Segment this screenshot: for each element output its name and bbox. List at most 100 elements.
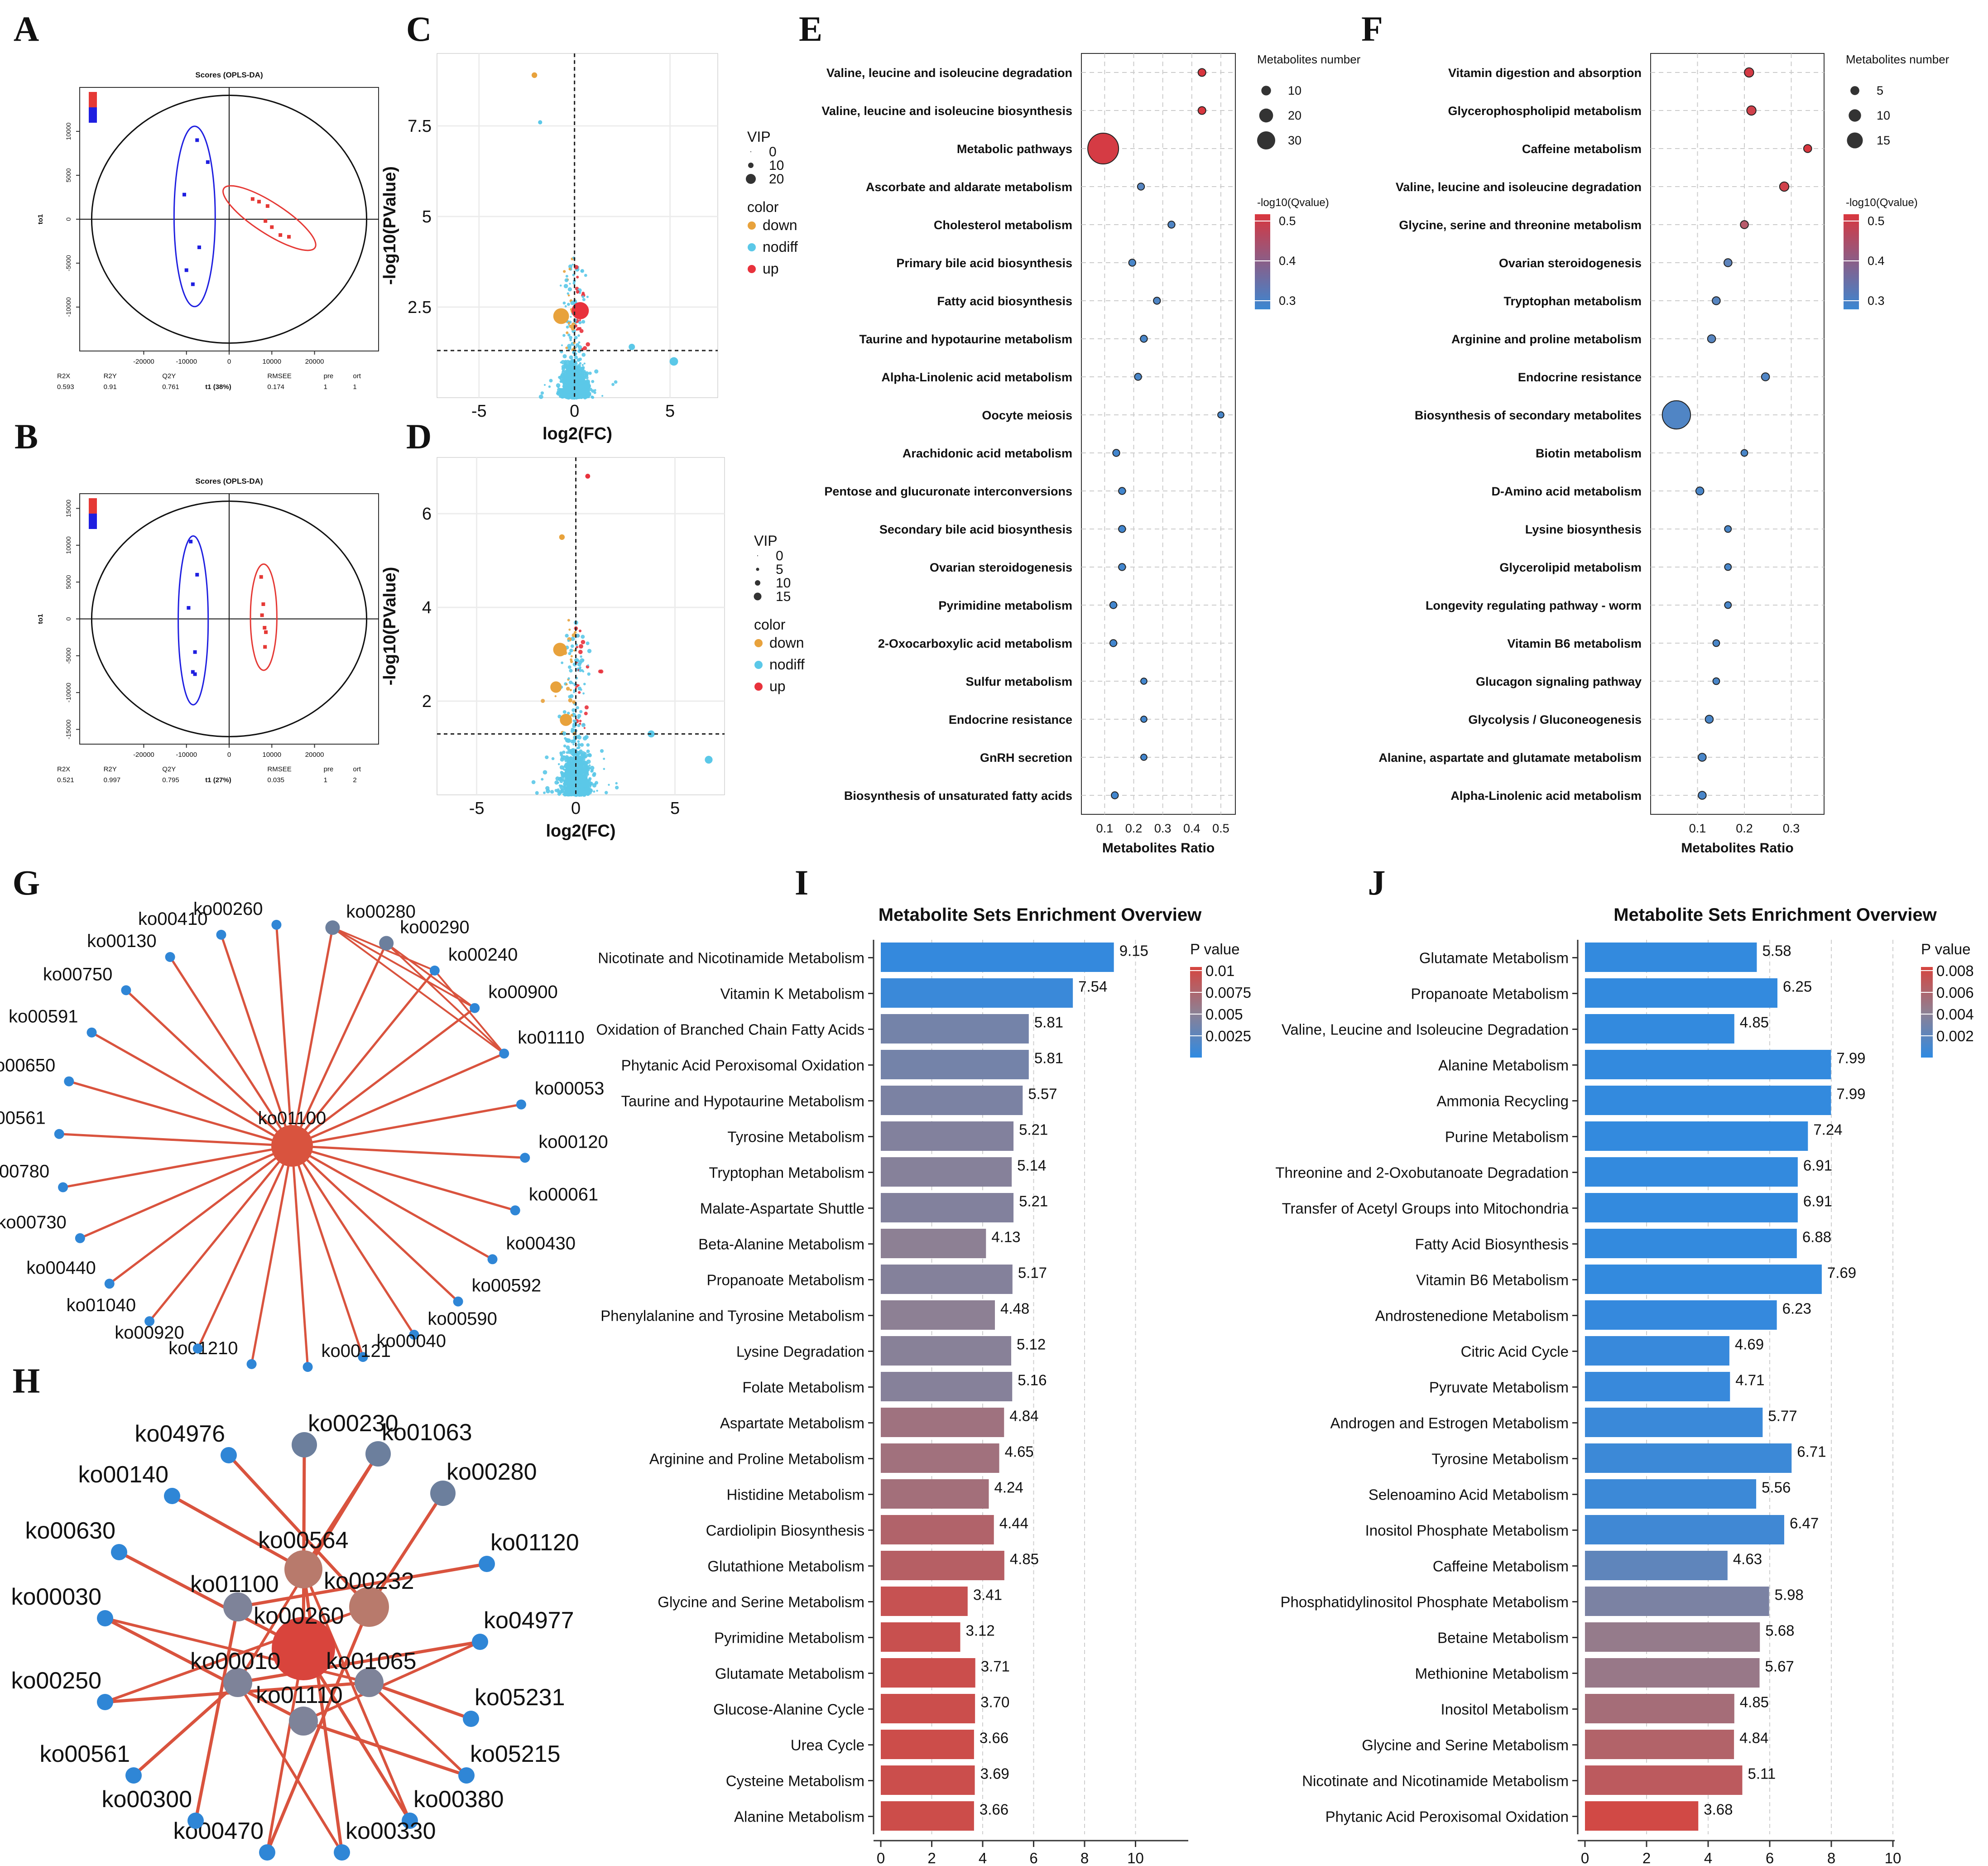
pathway-bubble: [1761, 372, 1770, 381]
volcano-point: [585, 382, 587, 385]
size-legend-symbol: [1261, 86, 1271, 96]
network-edge: [105, 1617, 370, 1684]
network-hub-label: ko00564: [258, 1527, 349, 1553]
volcano-point: [556, 392, 559, 395]
network-edge: [291, 1145, 459, 1303]
enrichment-bar: [881, 1515, 994, 1544]
volcano-highlight-point: [553, 643, 567, 657]
volcano-point: [598, 669, 602, 673]
x-tick-label: 4: [979, 1850, 987, 1866]
bubble-panel-E: Valine, leucine and isoleucine degradati…: [821, 53, 1360, 856]
color-legend-label: 0.5: [1279, 214, 1296, 228]
volcano-point: [560, 388, 564, 392]
volcano-point: [563, 773, 566, 775]
volcano-point: [571, 264, 574, 266]
volcano-point: [583, 362, 586, 365]
category-label: Tryptophan Metabolism: [709, 1164, 864, 1181]
network-node-label: ko00280: [346, 902, 415, 922]
volcano-point: [584, 705, 589, 710]
network-edge: [291, 1145, 364, 1357]
enrichment-bar: [881, 1730, 974, 1759]
pathway-term-label: Primary bile acid biosynthesis: [896, 256, 1072, 270]
volcano-point: [588, 778, 591, 780]
pathway-term-label: Ovarian steroidogenesis: [1499, 256, 1642, 270]
volcano-point: [587, 664, 589, 666]
pathway-bubble: [1197, 68, 1206, 77]
volcano-point: [582, 346, 587, 351]
y-tick-label: -5000: [65, 648, 72, 664]
pathway-bubble: [1134, 373, 1142, 381]
enrichment-bar: [881, 1193, 1014, 1222]
stats-value: 1: [324, 383, 327, 391]
size-legend-label: 0: [776, 548, 783, 563]
volcano-point: [580, 655, 582, 658]
volcano-point: [567, 333, 571, 337]
category-label: Folate Metabolism: [742, 1379, 864, 1396]
category-label: Glutathione Metabolism: [707, 1558, 864, 1575]
network-node: [325, 920, 340, 935]
volcano-highlight-point: [531, 72, 538, 78]
x-tick-label: 0: [227, 751, 231, 759]
network-node: [58, 1182, 68, 1193]
volcano-point: [564, 305, 567, 308]
volcano-point: [569, 339, 572, 341]
volcano-point: [577, 334, 580, 337]
category-label: Cardiolipin Biosynthesis: [706, 1522, 864, 1539]
bar-panel-I: Metabolite Sets Enrichment Overview Nicot…: [596, 905, 1251, 1866]
volcano-point: [593, 790, 595, 793]
network-edge: [291, 927, 334, 1146]
bar-value-label: 5.68: [1765, 1622, 1794, 1639]
size-legend-symbol: [1850, 86, 1859, 95]
volcano-point: [578, 644, 583, 649]
x-tick-label: -5: [471, 402, 487, 421]
bar-value-label: 4.44: [999, 1515, 1028, 1532]
x-tick-label: 10: [1127, 1850, 1144, 1866]
network-edge: [237, 1562, 487, 1609]
network-hub-label: ko00260: [254, 1603, 344, 1629]
pathway-bubble: [1779, 181, 1790, 192]
legend-swatch-blue: [89, 514, 97, 529]
network-edge: [250, 1145, 293, 1365]
pathway-term-label: Taurine and hypotaurine metabolism: [859, 332, 1072, 346]
size-legend-symbol: [1257, 131, 1276, 150]
volcano-point: [566, 687, 570, 691]
network-node-label: ko05215: [470, 1741, 561, 1767]
enrichment-bar: [1585, 1730, 1734, 1759]
volcano-point: [572, 767, 577, 771]
pathway-term-label: Longevity regulating pathway - worm: [1426, 599, 1642, 612]
volcano-point: [581, 380, 584, 383]
x-axis-label: Metabolites Ratio: [1681, 841, 1793, 856]
network-node-label: ko00230: [308, 1410, 399, 1437]
network-edge: [104, 1606, 370, 1703]
bar-value-label: 4.84: [1739, 1730, 1768, 1746]
bar-value-label: 5.81: [1034, 1050, 1063, 1067]
score-point: [264, 630, 268, 634]
volcano-point: [576, 275, 579, 279]
x-tick-label: 6: [1029, 1850, 1037, 1866]
volcano-point: [578, 394, 581, 397]
y-tick-label: 0: [65, 217, 72, 221]
legend-label: G1: [99, 505, 104, 509]
volcano-point: [574, 355, 578, 360]
bar-value-label: 6.25: [1783, 978, 1812, 995]
score-point: [263, 626, 267, 630]
volcano-point: [568, 628, 571, 631]
enrichment-bar: [1585, 1801, 1699, 1831]
volcano-point: [579, 329, 584, 333]
enrichment-bar: [881, 943, 1114, 972]
network-node: [358, 1352, 368, 1362]
volcano-point: [576, 706, 579, 710]
score-point: [184, 268, 188, 272]
size-legend-label: 10: [1877, 109, 1890, 122]
pathway-term-label: Glycerolipid metabolism: [1499, 561, 1642, 574]
volcano-point: [588, 764, 591, 767]
network-node: [470, 1003, 480, 1013]
network-edge: [171, 1494, 304, 1571]
bar-value-label: 5.58: [1762, 943, 1791, 959]
stats-label: Q2Y: [162, 372, 176, 380]
pathway-term-label: Glycolysis / Gluconeogenesis: [1468, 713, 1642, 726]
network-node: [97, 1610, 113, 1626]
volcano-point: [577, 724, 581, 727]
pathway-term-label: Pyrimidine metabolism: [938, 599, 1072, 612]
